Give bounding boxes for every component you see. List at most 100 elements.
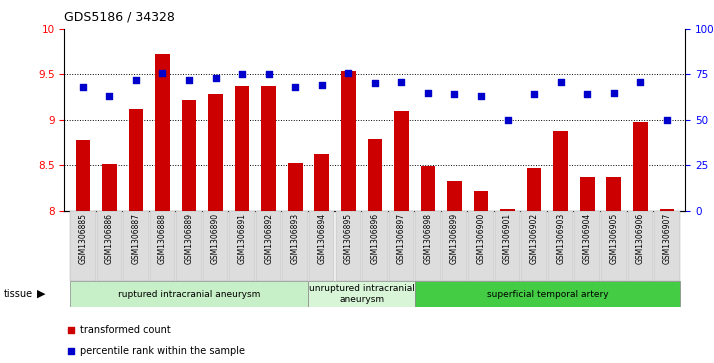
Text: GSM1306897: GSM1306897	[397, 213, 406, 264]
Text: GSM1306906: GSM1306906	[635, 213, 645, 264]
Point	[369, 81, 381, 86]
Bar	[261, 86, 276, 211]
FancyBboxPatch shape	[362, 211, 388, 281]
Point	[581, 91, 593, 97]
Bar	[527, 168, 541, 211]
FancyBboxPatch shape	[150, 211, 175, 281]
Point	[236, 72, 248, 77]
FancyBboxPatch shape	[521, 211, 547, 281]
Point	[661, 117, 673, 123]
Text: GSM1306907: GSM1306907	[663, 213, 671, 264]
Text: tissue: tissue	[4, 289, 33, 299]
Point	[289, 84, 301, 90]
Text: GSM1306903: GSM1306903	[556, 213, 565, 264]
Text: GSM1306898: GSM1306898	[423, 213, 433, 264]
Bar	[447, 180, 462, 211]
Bar	[76, 140, 90, 211]
Text: GSM1306893: GSM1306893	[291, 213, 300, 264]
Point	[104, 93, 115, 99]
Text: GSM1306902: GSM1306902	[530, 213, 538, 264]
Text: GSM1306895: GSM1306895	[344, 213, 353, 264]
Bar	[235, 86, 249, 211]
FancyBboxPatch shape	[495, 211, 521, 281]
Bar	[501, 209, 515, 211]
Bar	[633, 122, 648, 211]
FancyBboxPatch shape	[601, 211, 626, 281]
FancyBboxPatch shape	[203, 211, 228, 281]
FancyBboxPatch shape	[309, 211, 334, 281]
Bar	[606, 177, 621, 211]
FancyBboxPatch shape	[575, 211, 600, 281]
Text: ruptured intracranial aneurysm: ruptured intracranial aneurysm	[118, 290, 260, 298]
Bar	[288, 163, 303, 211]
Text: GSM1306889: GSM1306889	[184, 213, 193, 264]
Text: transformed count: transformed count	[80, 325, 171, 335]
Bar	[208, 94, 223, 211]
Bar	[102, 164, 116, 211]
Bar	[580, 177, 595, 211]
FancyBboxPatch shape	[256, 211, 281, 281]
Text: GSM1306892: GSM1306892	[264, 213, 273, 264]
Bar	[660, 209, 674, 211]
Bar	[341, 71, 356, 211]
FancyBboxPatch shape	[442, 211, 467, 281]
Bar	[314, 154, 329, 211]
FancyBboxPatch shape	[176, 211, 202, 281]
FancyBboxPatch shape	[124, 211, 149, 281]
Point	[157, 70, 169, 76]
Point	[65, 327, 76, 333]
Text: GSM1306904: GSM1306904	[583, 213, 592, 264]
Bar	[553, 131, 568, 211]
Text: unruptured intracranial
aneurysm: unruptured intracranial aneurysm	[308, 284, 415, 304]
FancyBboxPatch shape	[388, 211, 414, 281]
FancyBboxPatch shape	[69, 281, 308, 307]
Point	[635, 79, 646, 85]
Bar	[129, 109, 144, 211]
FancyBboxPatch shape	[416, 211, 441, 281]
FancyBboxPatch shape	[548, 211, 573, 281]
Text: superficial temporal artery: superficial temporal artery	[486, 290, 608, 298]
Text: GSM1306899: GSM1306899	[450, 213, 459, 264]
FancyBboxPatch shape	[654, 211, 680, 281]
Point	[502, 117, 513, 123]
Point	[555, 79, 566, 85]
Text: GSM1306885: GSM1306885	[79, 213, 87, 264]
Point	[130, 77, 141, 83]
Point	[65, 348, 76, 354]
Text: GSM1306887: GSM1306887	[131, 213, 141, 264]
Point	[210, 75, 221, 81]
Point	[183, 77, 195, 83]
Point	[422, 90, 433, 95]
Point	[263, 72, 274, 77]
Bar	[155, 53, 170, 211]
Bar	[421, 166, 436, 211]
FancyBboxPatch shape	[70, 211, 96, 281]
Text: percentile rank within the sample: percentile rank within the sample	[80, 346, 245, 356]
FancyBboxPatch shape	[415, 281, 680, 307]
Point	[316, 82, 328, 88]
Point	[528, 91, 540, 97]
Text: GSM1306888: GSM1306888	[158, 213, 167, 264]
FancyBboxPatch shape	[229, 211, 255, 281]
Text: GSM1306901: GSM1306901	[503, 213, 512, 264]
Text: GSM1306891: GSM1306891	[238, 213, 246, 264]
Text: GSM1306900: GSM1306900	[476, 213, 486, 264]
Text: GSM1306896: GSM1306896	[371, 213, 379, 264]
Text: GSM1306894: GSM1306894	[317, 213, 326, 264]
FancyBboxPatch shape	[308, 281, 415, 307]
FancyBboxPatch shape	[96, 211, 122, 281]
Point	[608, 90, 620, 95]
Point	[476, 93, 487, 99]
Point	[449, 91, 461, 97]
Bar	[394, 111, 408, 211]
Text: ▶: ▶	[37, 289, 46, 299]
Text: GDS5186 / 34328: GDS5186 / 34328	[64, 11, 175, 24]
Text: GSM1306905: GSM1306905	[609, 213, 618, 264]
FancyBboxPatch shape	[283, 211, 308, 281]
Bar	[182, 100, 196, 211]
Bar	[368, 139, 382, 211]
FancyBboxPatch shape	[628, 211, 653, 281]
Point	[77, 84, 89, 90]
Text: GSM1306886: GSM1306886	[105, 213, 114, 264]
Point	[343, 70, 354, 76]
